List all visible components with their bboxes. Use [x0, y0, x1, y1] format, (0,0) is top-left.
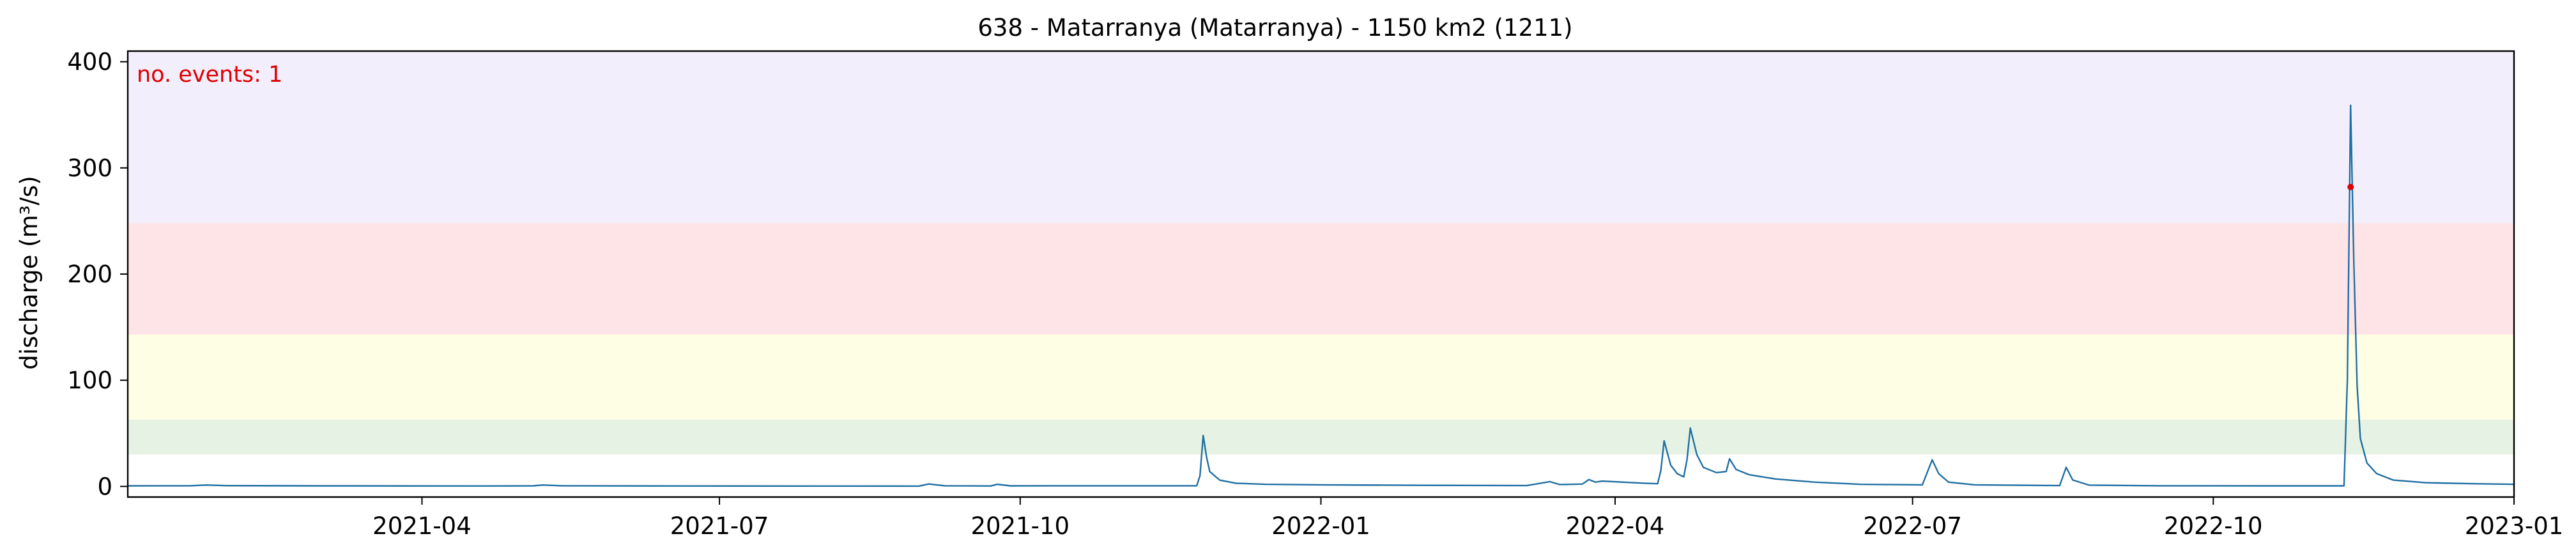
chart-title: 638 - Matarranya (Matarranya) - 1150 km2… [977, 14, 1572, 42]
axes: 0 100 200 300 400 2021-04 2021-07 2021-10 2022-0… [67, 49, 2563, 540]
discharge-series-line-1 [127, 104, 2515, 487]
threshold-band-3 [128, 223, 2514, 335]
x-tick-label-2021-07: 2021-07 [670, 512, 769, 540]
x-tick-label-2022-01: 2022-01 [1271, 512, 1370, 540]
x-tick-label-2021-04: 2021-04 [372, 512, 471, 540]
x-tick-label-2022-10: 2022-10 [2164, 512, 2263, 540]
x-tick-label-2022-07: 2022-07 [1863, 512, 1962, 540]
y-tick-label-0: 0 [97, 473, 112, 500]
threshold-band-2 [128, 334, 2514, 420]
event-point-1 [2347, 183, 2354, 190]
threshold-bands [128, 51, 2514, 455]
series-layer [127, 104, 2515, 487]
x-tick-label-2023-01: 2023-01 [2465, 512, 2564, 540]
x-tick-label-2021-10: 2021-10 [970, 512, 1070, 540]
y-axis-label: discharge (m³/s) [15, 176, 43, 370]
y-tick-label-200: 200 [67, 261, 112, 288]
y-tick-label-400: 400 [67, 49, 112, 76]
events-layer [2347, 183, 2354, 190]
x-tick-label-2022-04: 2022-04 [1566, 512, 1665, 540]
event-count-annotation: no. events: 1 [137, 62, 282, 88]
threshold-band-1 [128, 419, 2514, 455]
y-tick-label-300: 300 [67, 155, 112, 182]
y-tick-label-100: 100 [67, 367, 112, 394]
threshold-band-4 [128, 51, 2514, 224]
